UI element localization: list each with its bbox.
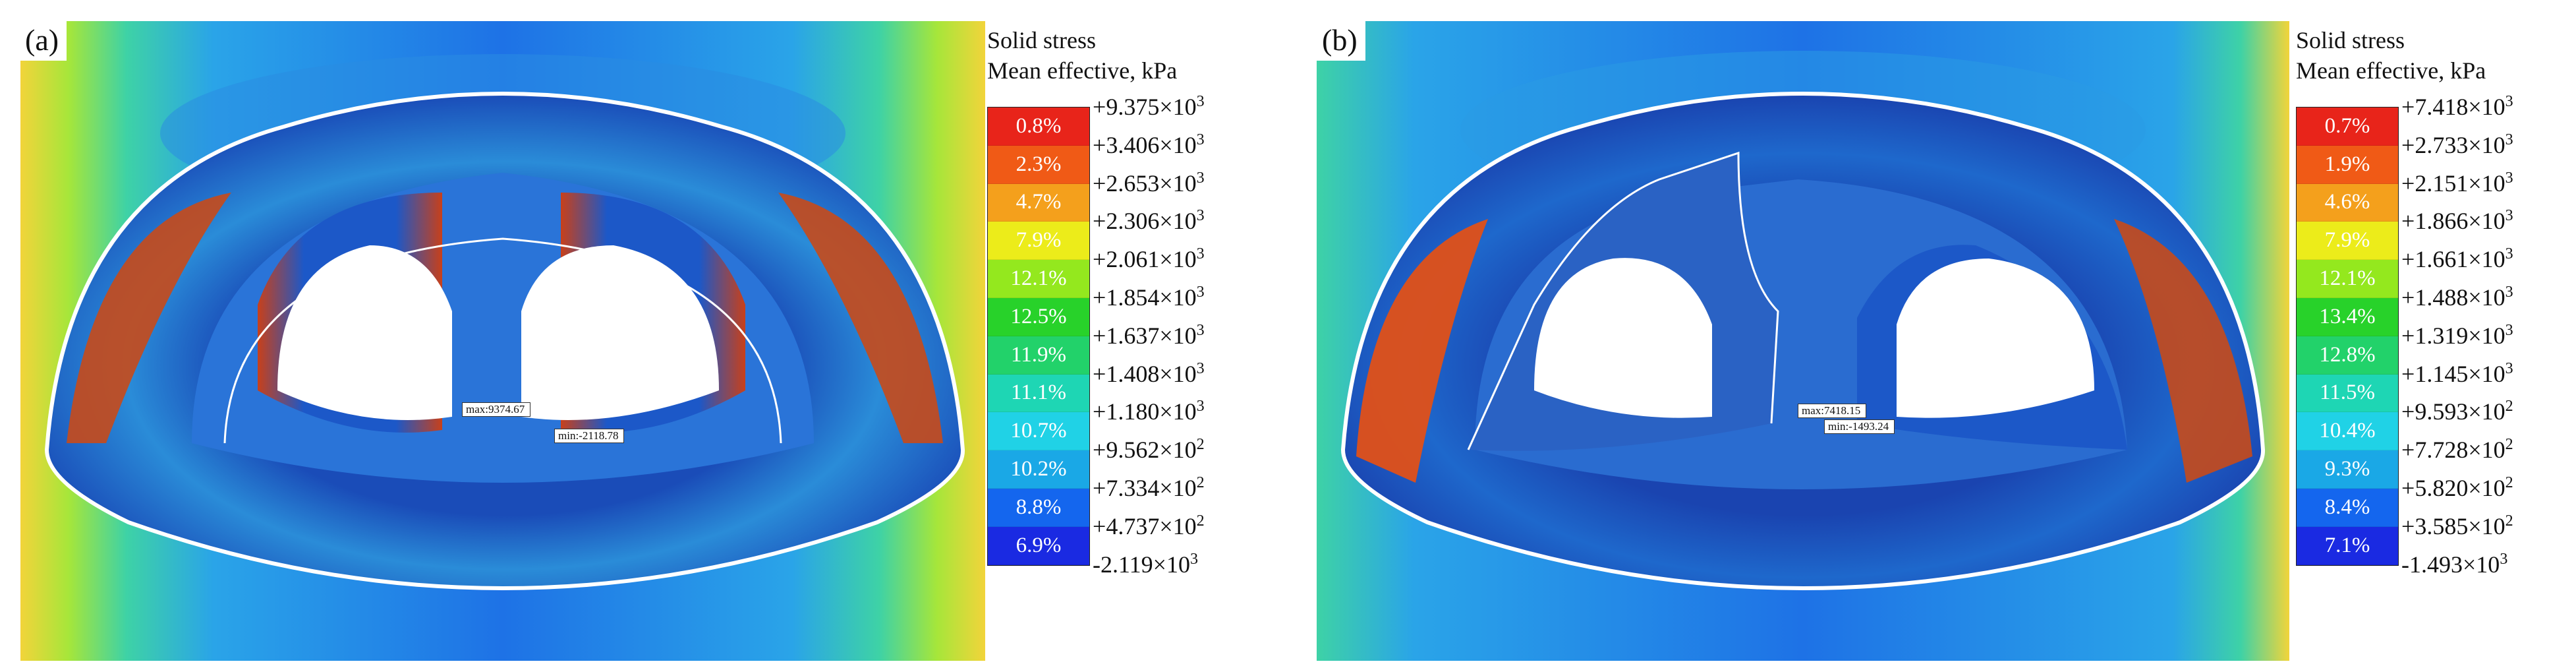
legend-tick: +9.562×102 xyxy=(1093,436,1205,464)
legend-swatch: 8.8% xyxy=(988,488,1089,527)
legend-title-line1: Solid stress xyxy=(2296,27,2405,53)
legend-swatch: 11.5% xyxy=(2297,374,2398,413)
legend-ticks: +9.375×103 +3.406×103 +2.653×103 +2.306×… xyxy=(1093,88,1205,584)
legend-tick: -1.493×103 xyxy=(2401,550,2508,578)
legend-swatches: 0.8% 2.3% 4.7% 7.9% 12.1% 12.5% 11.9% 11… xyxy=(987,107,1090,566)
max-value-label: max:9374.67 xyxy=(462,402,531,417)
legend-tick: +1.180×103 xyxy=(1093,398,1205,425)
panel-a: max:9374.67 min:-2118.78 (a) Solid stres… xyxy=(17,20,1290,661)
left-tunnel-opening xyxy=(277,245,452,420)
contour-plot: max:7418.15 min:-1493.24 xyxy=(1317,21,2289,661)
right-tunnel-opening xyxy=(1897,259,2094,418)
legend-tick: +2.653×103 xyxy=(1093,169,1205,197)
legend-swatch: 10.4% xyxy=(2297,412,2398,451)
legend-tick: +5.820×102 xyxy=(2401,473,2513,501)
legend-tick: +1.408×103 xyxy=(1093,359,1205,387)
legend-tick: +7.728×102 xyxy=(2401,436,2513,464)
legend-swatch: 4.6% xyxy=(2297,183,2398,222)
right-hot-band xyxy=(778,193,943,443)
min-value-label: min:-2118.78 xyxy=(554,429,625,443)
legend-tick: +1.661×103 xyxy=(2401,245,2513,273)
legend-tick: +2.151×103 xyxy=(2401,169,2513,197)
legend-tick: +1.637×103 xyxy=(1093,321,1205,349)
legend-tick: +9.375×103 xyxy=(1093,93,1205,120)
right-tunnel-opening xyxy=(521,245,719,420)
legend-tick: +2.733×103 xyxy=(2401,131,2513,158)
legend-tick: +4.737×102 xyxy=(1093,512,1205,539)
legend-swatch: 11.9% xyxy=(988,336,1089,375)
stress-contour-svg xyxy=(1317,21,2289,661)
legend-swatch: 0.7% xyxy=(2297,107,2398,146)
legend-tick: +1.145×103 xyxy=(2401,359,2513,387)
stress-contour-svg xyxy=(20,21,985,661)
legend-ticks: +7.418×103 +2.733×103 +2.151×103 +1.866×… xyxy=(2401,88,2513,584)
panel-label: (b) xyxy=(1314,20,1365,61)
legend-swatch: 4.7% xyxy=(988,183,1089,222)
stress-legend: Solid stress Mean effective, kPa 0.8% 2.… xyxy=(987,25,1290,615)
legend-tick: +3.406×103 xyxy=(1093,131,1205,158)
legend-swatch: 12.1% xyxy=(988,260,1089,298)
legend-tick: +7.418×103 xyxy=(2401,93,2513,120)
legend-swatch: 8.4% xyxy=(2297,488,2398,527)
stress-legend: Solid stress Mean effective, kPa 0.7% 1.… xyxy=(2296,25,2576,615)
legend-swatch: 0.8% xyxy=(988,107,1089,146)
legend-swatch: 12.5% xyxy=(988,297,1089,336)
legend-tick: +2.061×103 xyxy=(1093,245,1205,273)
min-value-label: min:-1493.24 xyxy=(1824,419,1895,434)
legend-title-line2: Mean effective, kPa xyxy=(2296,57,2486,84)
legend-swatch: 12.1% xyxy=(2297,260,2398,298)
left-hot-band xyxy=(67,193,231,443)
legend-swatch: 7.9% xyxy=(988,222,1089,260)
legend-swatch: 10.2% xyxy=(988,450,1089,489)
legend-swatch: 11.1% xyxy=(988,374,1089,413)
contour-plot: max:9374.67 min:-2118.78 xyxy=(20,21,985,661)
legend-tick: +2.306×103 xyxy=(1093,207,1205,235)
panel-b: max:7418.15 min:-1493.24 (b) Solid stres… xyxy=(1288,0,2575,672)
legend-swatch: 12.8% xyxy=(2297,336,2398,375)
legend-scale: 0.7% 1.9% 4.6% 7.9% 12.1% 13.4% 12.8% 11… xyxy=(2296,94,2576,615)
left-hot-band xyxy=(1356,219,1488,483)
legend-swatches: 0.7% 1.9% 4.6% 7.9% 12.1% 13.4% 12.8% 11… xyxy=(2296,107,2399,566)
outer-boundary xyxy=(1340,92,2266,590)
legend-title-line2: Mean effective, kPa xyxy=(987,57,1178,84)
legend-tick: +1.854×103 xyxy=(1093,283,1205,311)
max-value-label: max:7418.15 xyxy=(1798,404,1867,418)
legend-tick: +7.334×102 xyxy=(1093,473,1205,501)
right-hot-band xyxy=(2114,219,2252,483)
legend-swatch: 2.3% xyxy=(988,145,1089,184)
legend-swatch: 10.7% xyxy=(988,412,1089,451)
legend-swatch: 6.9% xyxy=(988,526,1089,565)
outer-boundary xyxy=(44,92,965,590)
legend-tick: +1.866×103 xyxy=(2401,207,2513,235)
fault-boundary xyxy=(1467,151,1779,450)
left-tunnel-opening xyxy=(1534,258,1712,418)
inner-boundary xyxy=(223,237,782,444)
legend-title-line1: Solid stress xyxy=(987,27,1097,53)
legend-tick: +9.593×102 xyxy=(2401,398,2513,425)
legend-swatch: 7.9% xyxy=(2297,222,2398,260)
legend-swatch: 13.4% xyxy=(2297,297,2398,336)
legend-scale: 0.8% 2.3% 4.7% 7.9% 12.1% 12.5% 11.9% 11… xyxy=(987,94,1290,615)
legend-swatch: 9.3% xyxy=(2297,450,2398,489)
legend-tick: +1.488×103 xyxy=(2401,283,2513,311)
legend-tick: -2.119×103 xyxy=(1093,550,1198,578)
legend-tick: +3.585×102 xyxy=(2401,512,2513,539)
legend-swatch: 7.1% xyxy=(2297,526,2398,565)
panel-label: (a) xyxy=(17,20,67,61)
legend-swatch: 1.9% xyxy=(2297,145,2398,184)
legend-tick: +1.319×103 xyxy=(2401,321,2513,349)
